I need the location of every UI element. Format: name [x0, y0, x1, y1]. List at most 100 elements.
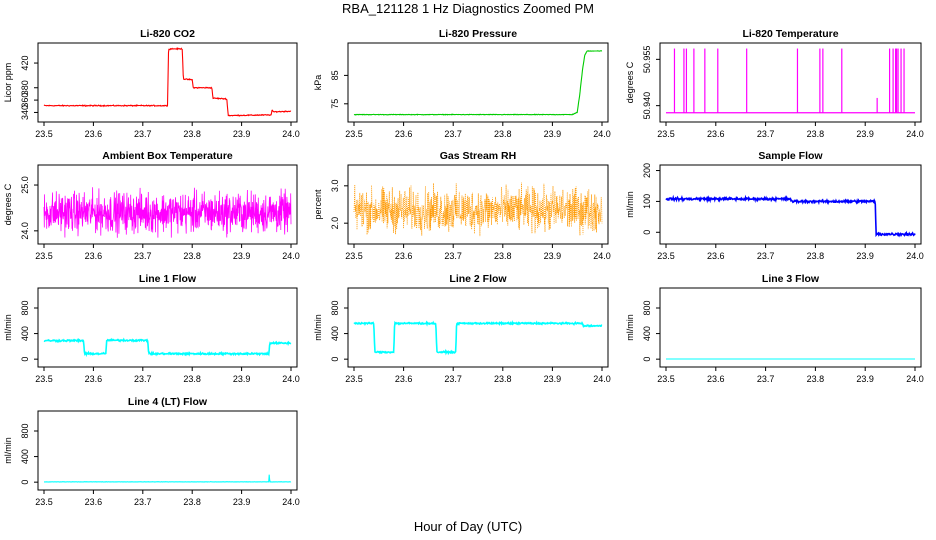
x-tick-label: 23.8 [183, 374, 201, 384]
x-tick-label: 23.9 [856, 251, 874, 261]
x-tick-label: 23.5 [35, 497, 53, 507]
y-tick-label: 0 [642, 357, 652, 362]
x-tick-label: 23.5 [35, 251, 53, 261]
y-tick-label: 800 [642, 300, 652, 315]
panel-title: Gas Stream RH [440, 150, 516, 162]
series-line [665, 194, 916, 238]
plot-frame [37, 287, 298, 368]
x-tick-label: 23.7 [444, 251, 462, 261]
x-tick-label: 23.5 [35, 129, 53, 139]
y-axis-label: kPa [313, 75, 323, 91]
x-tick-label: 24.0 [906, 251, 924, 261]
y-tick-label: 50.955 [642, 46, 652, 74]
y-tick-label: 360 [20, 93, 30, 108]
series [44, 474, 292, 483]
y-tick-label: 800 [20, 423, 30, 438]
x-tick-label: 23.6 [707, 374, 725, 384]
x-tick-label: 23.8 [183, 129, 201, 139]
x-tick-label: 23.8 [807, 374, 825, 384]
plot-frame [659, 164, 922, 245]
panel-8: Line 2 Flow ml/min 23.5 23.6 23.7 23.8 23.9 24.… [313, 273, 611, 384]
x-tick-label: 23.7 [757, 374, 775, 384]
series-line [353, 320, 603, 356]
series-line [43, 47, 292, 117]
y-tick-label: 400 [330, 326, 340, 341]
y-tick-label: 400 [642, 326, 652, 341]
x-tick-label: 24.0 [282, 251, 300, 261]
x-tick-label: 23.9 [544, 129, 562, 139]
plot-frame [347, 42, 609, 123]
x-tick-label: 23.7 [134, 497, 152, 507]
x-tick-label: 23.8 [494, 251, 512, 261]
y-tick-label: 340 [20, 105, 30, 120]
x-tick-label: 24.0 [282, 129, 300, 139]
plot-frame [37, 164, 298, 245]
y-tick-label: 800 [330, 300, 340, 315]
y-tick-label: 200 [642, 163, 652, 178]
series-line [44, 474, 292, 483]
y-axis-label: ml/min [625, 191, 635, 218]
y-axis-label: degrees C [3, 183, 13, 225]
x-tick-label: 24.0 [593, 251, 611, 261]
y-tick-label: 0 [20, 357, 30, 362]
y-tick-label: 400 [20, 449, 30, 464]
series-line [353, 50, 603, 116]
y-tick-label: 3.0 [330, 180, 340, 193]
series [353, 320, 603, 356]
x-tick-label: 24.0 [593, 374, 611, 384]
x-tick-label: 23.7 [757, 129, 775, 139]
series-line [43, 337, 292, 358]
panel-6: Sample Flow ml/min 23.5 23.6 23.7 23.8 23.9 24.… [625, 150, 924, 261]
panel-title: Li-820 Pressure [439, 28, 517, 40]
y-tick-label: 24.0 [20, 222, 30, 240]
x-tick-label: 23.6 [707, 129, 725, 139]
y-axis-label: ml/min [3, 437, 13, 464]
x-tick-label: 23.6 [395, 374, 413, 384]
panels: Li-820 CO2 Licor ppm 23.5 23.6 23.7 23.8 23.9 2… [3, 28, 924, 507]
y-tick-label: 100 [642, 194, 652, 209]
x-tick-label: 23.9 [233, 497, 251, 507]
x-tick-label: 23.5 [657, 129, 675, 139]
series [353, 182, 603, 237]
y-tick-label: 420 [20, 56, 30, 71]
y-axis-label: degrees C [625, 61, 635, 103]
y-tick-label: 25.0 [20, 176, 30, 194]
y-tick-label: 2.0 [330, 217, 340, 230]
x-tick-label: 23.6 [85, 374, 103, 384]
x-tick-label: 23.7 [134, 251, 152, 261]
panel-9: Line 3 Flow ml/min 23.5 23.6 23.7 23.8 23.9 24.… [625, 273, 924, 384]
x-tick-label: 24.0 [593, 129, 611, 139]
x-tick-label: 23.8 [183, 251, 201, 261]
x-tick-label: 23.6 [395, 251, 413, 261]
x-tick-label: 23.6 [395, 129, 413, 139]
panel-2: Li-820 Pressure kPa 23.5 23.6 23.7 23.8 23.9 24… [313, 28, 611, 139]
x-tick-label: 23.6 [85, 129, 103, 139]
plot-frame [37, 42, 298, 123]
x-tick-label: 23.9 [233, 129, 251, 139]
plot-frame [37, 410, 298, 491]
panel-title: Line 3 Flow [762, 273, 820, 285]
y-tick-label: 75 [330, 99, 340, 109]
series [353, 50, 603, 116]
y-tick-label: 800 [20, 300, 30, 315]
x-tick-label: 24.0 [906, 129, 924, 139]
y-tick-label: 0 [642, 230, 652, 235]
x-axis-label: Hour of Day (UTC) [414, 519, 522, 534]
panel-title: Ambient Box Temperature [102, 150, 233, 162]
plot-frame [659, 42, 922, 123]
x-tick-label: 23.8 [183, 497, 201, 507]
y-tick-label: 50.940 [642, 92, 652, 120]
x-tick-label: 23.6 [85, 251, 103, 261]
x-tick-label: 23.8 [494, 129, 512, 139]
x-tick-label: 23.5 [345, 374, 363, 384]
y-tick-label: 0 [20, 480, 30, 485]
x-tick-label: 23.9 [233, 374, 251, 384]
x-tick-label: 23.7 [444, 129, 462, 139]
series [43, 337, 292, 358]
x-tick-label: 23.6 [85, 497, 103, 507]
y-axis-label: ml/min [313, 314, 323, 341]
plot-frame [347, 164, 609, 245]
series [666, 48, 915, 114]
x-tick-label: 23.9 [544, 251, 562, 261]
x-tick-label: 23.9 [233, 251, 251, 261]
